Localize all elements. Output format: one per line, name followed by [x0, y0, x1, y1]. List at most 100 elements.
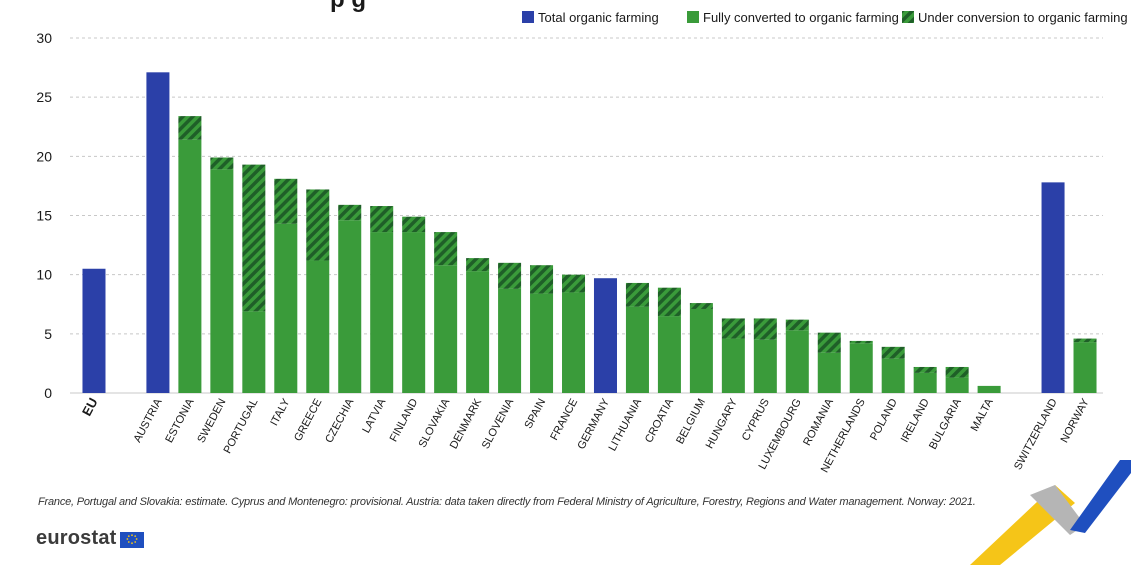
legend-label: Total organic farming — [538, 10, 659, 25]
bar-fully-converted — [817, 352, 841, 393]
bar-fully-converted — [274, 223, 298, 393]
y-tick-label: 30 — [36, 30, 52, 46]
bar-fully-converted — [881, 358, 905, 393]
bar-fully-converted — [434, 265, 458, 393]
x-tick-label: FINLAND — [388, 397, 421, 444]
x-tick-label: NORWAY — [1058, 396, 1091, 445]
footnote: France, Portugal and Slovakia: estimate.… — [38, 496, 976, 508]
bar-under-conversion — [913, 366, 937, 373]
y-tick-label: 10 — [36, 267, 52, 283]
x-tick-label: SLOVENIA — [480, 396, 517, 451]
bar-total — [82, 268, 106, 393]
bar-fully-converted — [913, 372, 937, 393]
bar-fully-converted — [785, 330, 809, 393]
eurostat-logo[interactable]: eurostat — [36, 527, 144, 550]
legend-swatch — [902, 11, 914, 23]
x-tick-label: MALTA — [969, 396, 996, 433]
bar-under-conversion — [498, 262, 522, 289]
x-tick-label: LITHUANIA — [607, 396, 645, 453]
x-tick-label: FRANCE — [548, 397, 580, 443]
bar-under-conversion — [721, 318, 745, 339]
logo-text: eurostat — [36, 527, 117, 549]
bar-total — [1041, 182, 1065, 393]
bar-under-conversion — [210, 157, 234, 170]
legend-swatch — [522, 11, 534, 23]
bar-fully-converted — [178, 139, 202, 393]
y-tick-label: 15 — [36, 208, 52, 224]
x-tick-label: ROMANIA — [801, 396, 836, 448]
x-tick-label: SLOVAKIA — [417, 396, 453, 450]
bar-fully-converted — [625, 306, 649, 393]
bar-under-conversion — [625, 282, 649, 307]
x-tick-label: HUNGARY — [704, 396, 741, 451]
bar-fully-converted — [721, 338, 745, 393]
x-tick-label: LATVIA — [360, 396, 388, 435]
bar-under-conversion — [785, 319, 809, 331]
bar-under-conversion — [849, 340, 873, 344]
bar-under-conversion — [178, 116, 202, 140]
eu-flag-icon — [119, 531, 144, 548]
bar-under-conversion — [562, 274, 586, 293]
x-tick-label: GERMANY — [575, 396, 612, 451]
x-tick-label: SWEDEN — [195, 397, 228, 445]
bar-under-conversion — [881, 346, 905, 359]
bar-fully-converted — [1073, 342, 1097, 393]
bar-fully-converted — [657, 316, 681, 393]
bar-under-conversion — [402, 216, 426, 233]
y-tick-label: 0 — [44, 385, 52, 401]
bars — [82, 72, 1097, 394]
legend-label: Under conversion to organic farming — [918, 10, 1128, 25]
bar-fully-converted — [689, 308, 713, 393]
x-tick-label: PORTUGAL — [222, 397, 261, 456]
bar-chart: 0 5 10 15 20 25 30 EU AUSTRIAESTONIASWEDENPORTU… — [36, 10, 1128, 475]
eurostat-decorative-arrow-icon — [970, 460, 1131, 565]
bar-fully-converted — [530, 293, 554, 393]
y-tick-label: 20 — [36, 148, 52, 164]
bar-total — [593, 278, 617, 393]
x-tick-label: GREECE — [292, 397, 324, 444]
bar-fully-converted — [242, 311, 266, 393]
bar-fully-converted — [402, 232, 426, 393]
y-tick-label: 25 — [36, 89, 52, 105]
bar-fully-converted — [562, 292, 586, 393]
x-tick-label: EU — [79, 395, 101, 418]
y-tick-label: 5 — [44, 326, 52, 342]
bar-fully-converted — [753, 339, 777, 393]
bar-fully-converted — [338, 220, 362, 393]
bar-under-conversion — [753, 318, 777, 340]
legend-swatch — [687, 11, 699, 23]
x-tick-label: SPAIN — [522, 397, 548, 431]
legend: Total organic farming Fully converted to … — [522, 10, 1128, 25]
x-tick-label: POLAND — [868, 397, 900, 443]
x-tick-label: CYPRUS — [740, 397, 772, 443]
x-tick-label: CZECHIA — [323, 396, 357, 445]
bar-fully-converted — [210, 169, 234, 393]
bar-fully-converted — [945, 377, 969, 393]
x-tick-label: ESTONIA — [163, 396, 196, 445]
bar-under-conversion — [274, 178, 298, 224]
x-tick-label: CROATIA — [643, 396, 676, 445]
bar-under-conversion — [945, 366, 969, 378]
x-tick-label: IRELAND — [899, 397, 932, 445]
bar-fully-converted — [370, 232, 394, 393]
bar-under-conversion — [306, 189, 330, 261]
bar-fully-converted — [466, 271, 490, 393]
x-tick-label: DENMARK — [448, 396, 485, 451]
bar-under-conversion — [689, 303, 713, 309]
bar-under-conversion — [657, 287, 681, 317]
x-tick-label: ITALY — [268, 396, 292, 428]
bar-under-conversion — [530, 265, 554, 294]
bar-fully-converted — [977, 385, 1001, 393]
bar-fully-converted — [849, 343, 873, 393]
bar-under-conversion — [370, 206, 394, 233]
x-tick-label: BULGARIA — [927, 396, 964, 451]
bar-under-conversion — [1073, 338, 1097, 343]
y-axis-ticks: 0 5 10 15 20 25 30 — [36, 30, 52, 401]
bar-fully-converted — [306, 260, 330, 393]
legend-label: Fully converted to organic farming — [703, 10, 899, 25]
bar-fully-converted — [498, 288, 522, 393]
bar-under-conversion — [817, 332, 841, 353]
bar-under-conversion — [242, 164, 266, 312]
